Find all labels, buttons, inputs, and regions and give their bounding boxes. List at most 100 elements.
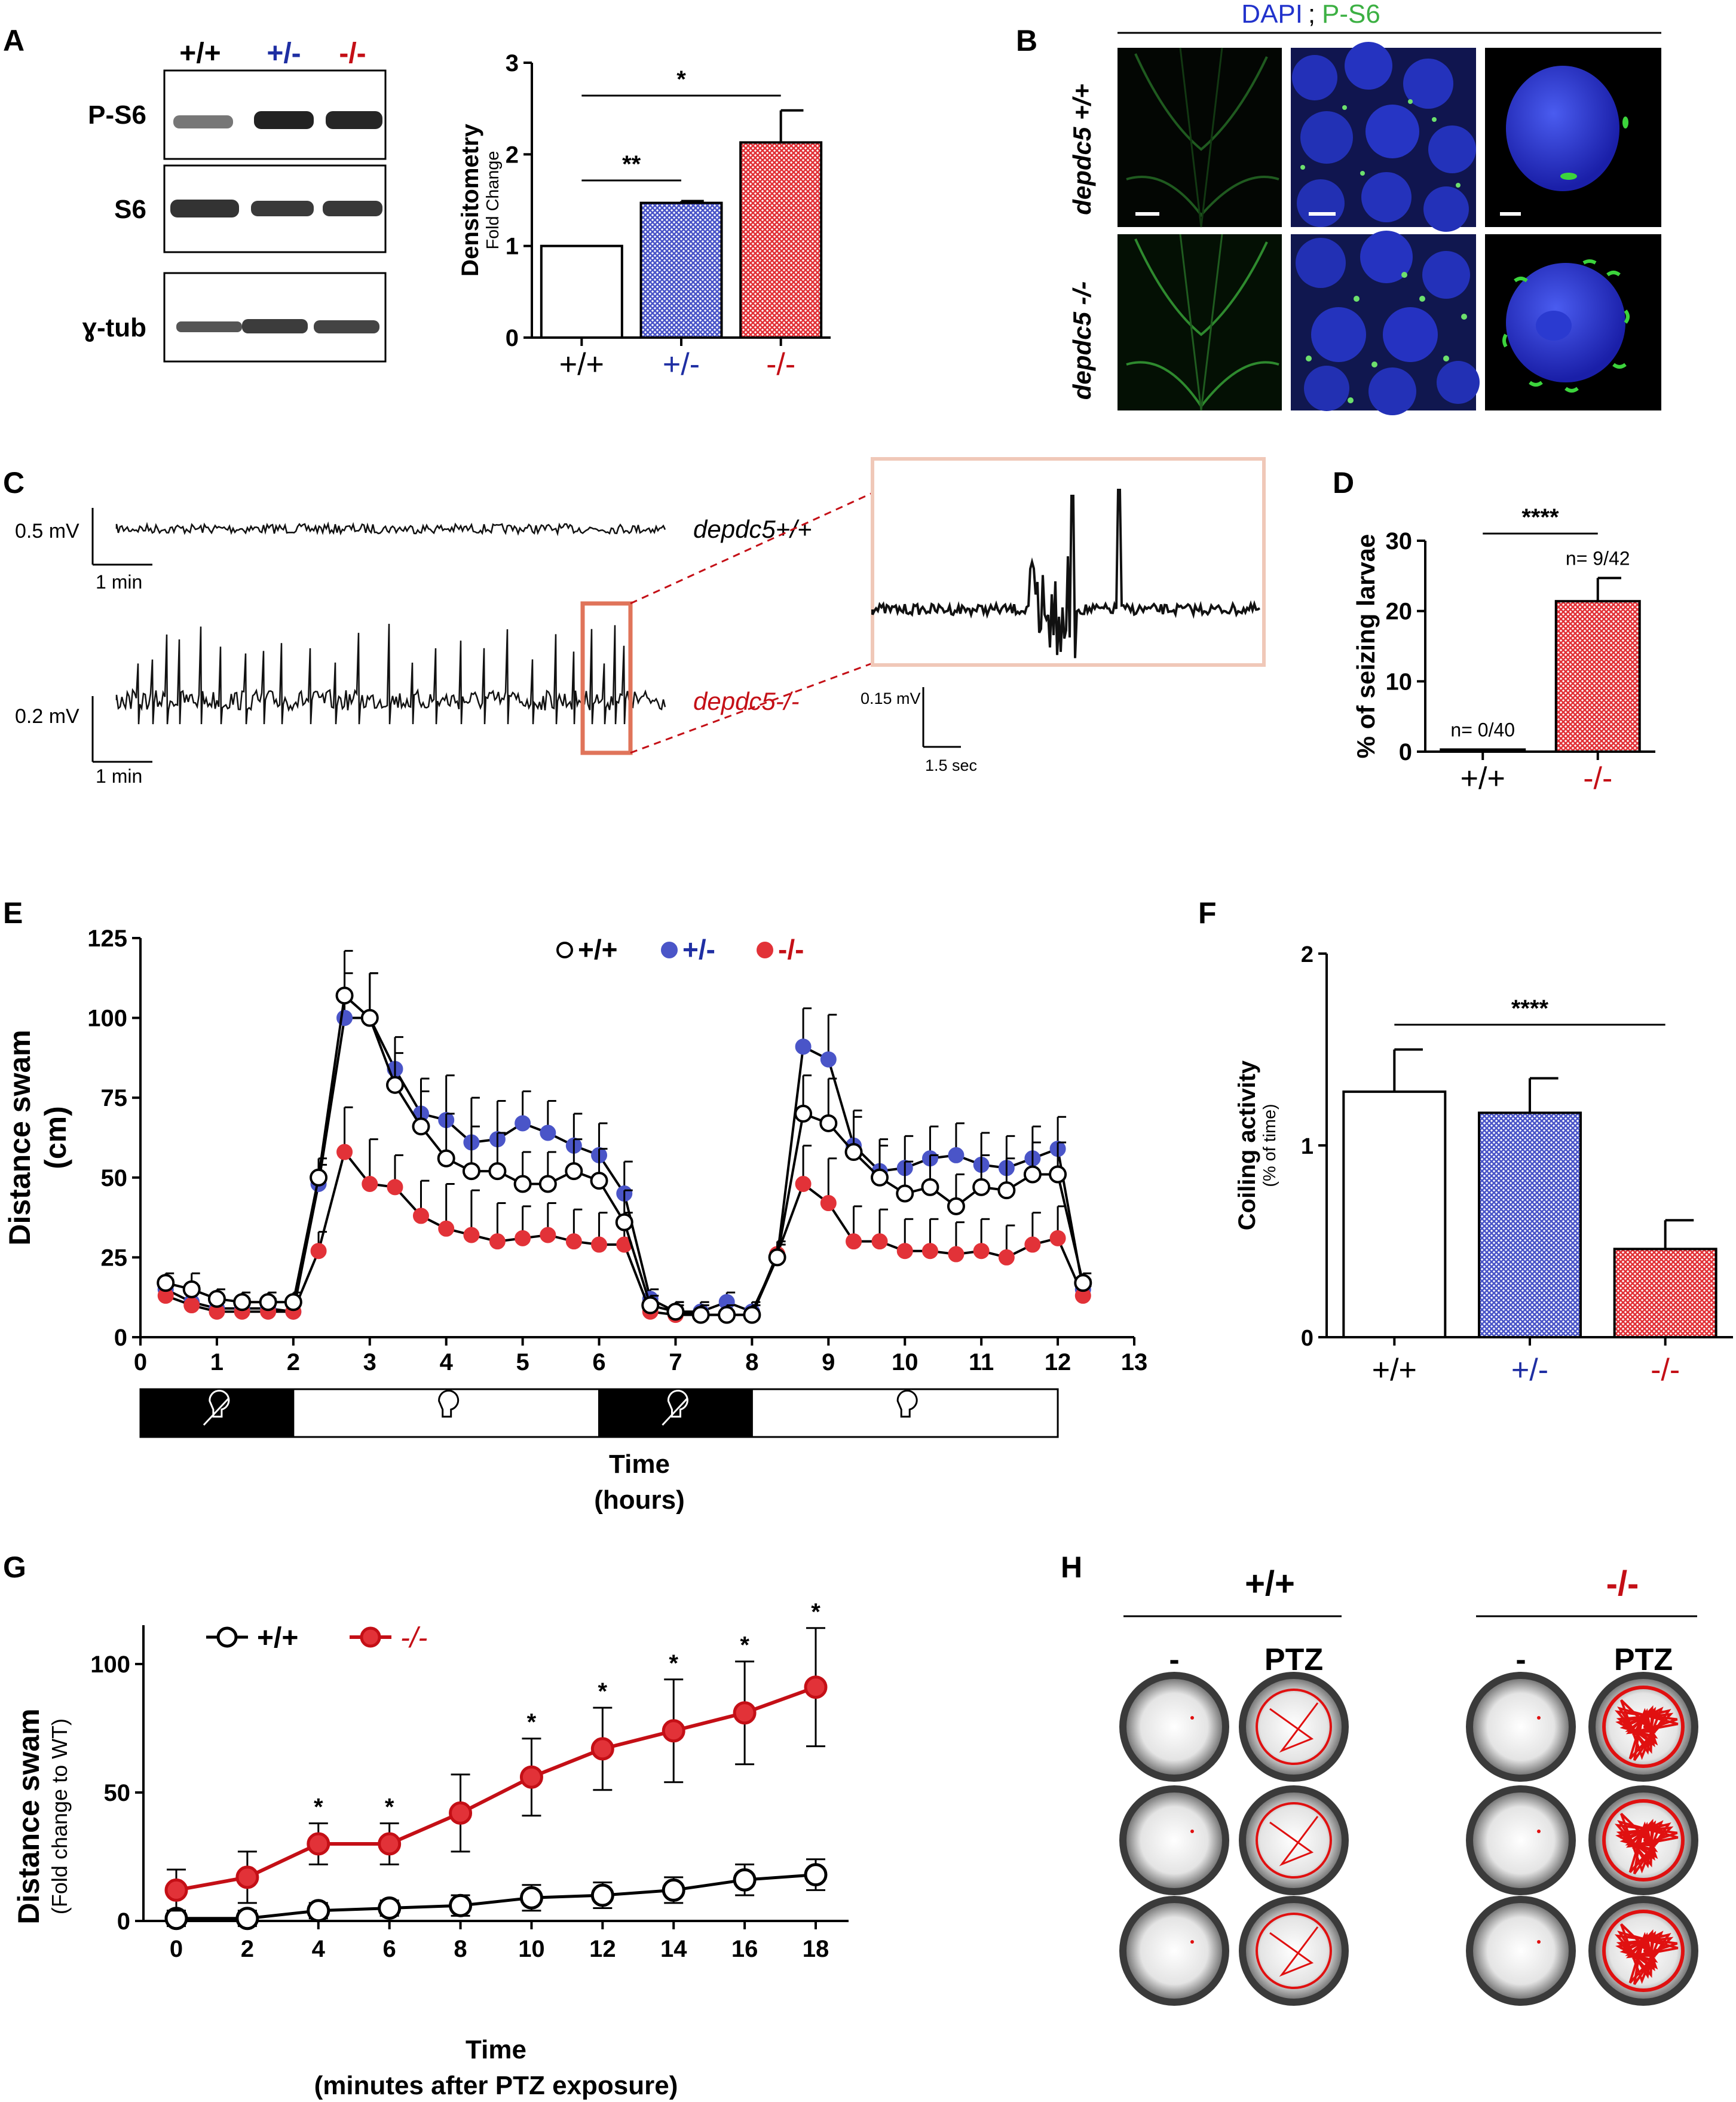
panel-letter-a: A	[3, 24, 25, 57]
tracking-path	[1269, 1702, 1319, 1753]
y-tick-label: 50	[104, 1780, 131, 1806]
tracking-path	[1614, 1699, 1679, 1761]
data-point	[259, 1293, 277, 1312]
bar	[1613, 1248, 1717, 1339]
data-point	[871, 1233, 888, 1250]
y-tick-label: 20	[1386, 599, 1413, 625]
blot-box-tub	[163, 272, 387, 363]
legend-marker-wt	[216, 1626, 238, 1648]
x-axis-sublabel: (minutes after PTZ exposure)	[314, 2071, 678, 2100]
row-label-ko: depdc5 -/-	[1068, 281, 1096, 400]
y-axis-label: Distance swam	[12, 1708, 45, 1924]
data-point	[449, 1801, 473, 1825]
data-point	[615, 1213, 633, 1231]
data-point	[998, 1249, 1015, 1266]
inset-scale-label-y: 0.15 mV	[861, 690, 921, 707]
significance-label: *	[676, 66, 686, 93]
data-point	[733, 1868, 757, 1892]
data-point	[412, 1117, 430, 1136]
well	[1473, 1792, 1569, 1888]
panel-f: F 0 1 2 +/+ +/- -/- Coiling activity (% of time…	[1198, 896, 1733, 1387]
data-point	[488, 1162, 507, 1181]
significance-label: ****	[1521, 504, 1559, 531]
light-period	[292, 1388, 601, 1438]
data-point	[590, 1883, 614, 1907]
data-point	[590, 1172, 608, 1190]
data-point	[462, 1162, 480, 1181]
data-point	[921, 1243, 938, 1260]
data-point	[463, 1227, 480, 1243]
tracking-path	[1614, 1923, 1679, 1985]
x-tick-label: 11	[969, 1349, 994, 1375]
series-line-0	[176, 1873, 816, 1920]
trace-ko	[115, 624, 666, 725]
y-tick-label: 3	[506, 50, 519, 76]
tracking-genotype-ko: -/-	[1606, 1564, 1639, 1603]
stain-dapi: DAPI	[1241, 0, 1303, 29]
trace-label-ko: depdc5-/-	[693, 687, 799, 715]
x-tick-label: +/+	[1372, 1353, 1417, 1387]
data-point	[164, 1878, 188, 1902]
band-s6-het	[251, 201, 314, 216]
data-point	[973, 1243, 990, 1260]
legend-label: +/+	[578, 934, 618, 965]
data-point	[565, 1233, 582, 1250]
panel-letter-b: B	[1016, 24, 1037, 57]
micrograph-wt-cells	[1291, 42, 1476, 232]
bar-annotation: n= 9/42	[1566, 547, 1630, 569]
zoom-box	[580, 601, 633, 755]
data-point	[157, 1274, 175, 1292]
data-point	[997, 1181, 1016, 1200]
well	[1126, 1679, 1222, 1775]
data-point	[794, 1104, 813, 1123]
x-tick-label: 6	[592, 1349, 605, 1375]
data-point	[972, 1178, 991, 1196]
bar	[1478, 1111, 1582, 1339]
scale-label-top-x: 1 min	[96, 571, 142, 593]
data-point	[515, 1115, 531, 1132]
micrograph-ko-overview	[1117, 234, 1282, 411]
data-point	[489, 1233, 506, 1250]
legend-marker-ko	[360, 1626, 381, 1648]
band-s6-ko	[323, 201, 382, 216]
tracking-path	[1602, 1686, 1685, 1768]
x-tick-label: 12	[589, 1936, 616, 1962]
micrograph-ko-cells	[1291, 231, 1480, 415]
data-point	[310, 1243, 327, 1260]
y-tick-label: 1	[506, 234, 519, 260]
light-period	[751, 1388, 1059, 1438]
light-on-icon	[438, 1390, 460, 1418]
bar	[639, 201, 723, 339]
tracking-path	[1602, 1799, 1685, 1882]
tracking-path	[1256, 1802, 1332, 1879]
data-point	[733, 1701, 757, 1725]
legend-marker	[757, 942, 773, 958]
tracking-path	[1190, 1940, 1194, 1944]
significance-label: ****	[1511, 995, 1549, 1022]
x-tick-label: -/-	[1583, 761, 1612, 796]
significance-star: *	[740, 1632, 749, 1659]
significance-star: *	[527, 1709, 537, 1736]
x-tick-label: 10	[518, 1936, 545, 1962]
x-tick-label: 10	[892, 1349, 918, 1375]
data-point	[718, 1306, 736, 1324]
x-tick-label: -/-	[766, 347, 795, 382]
data-point	[362, 1175, 378, 1192]
data-point	[921, 1178, 939, 1196]
data-point	[307, 1899, 330, 1923]
well	[1473, 1903, 1569, 1999]
band-tub-ko	[314, 320, 379, 333]
data-point	[515, 1230, 531, 1246]
data-point	[387, 1179, 403, 1196]
x-tick-label: 16	[731, 1936, 758, 1962]
y-axis-label: Densitometry	[457, 123, 483, 276]
data-point	[385, 1075, 404, 1094]
x-tick-label: 0	[170, 1936, 183, 1962]
y-tick-label: 125	[87, 926, 127, 952]
panel-c: C 0.5 mV 1 min depdc5+/+ 0.2 mV 1 min de…	[3, 457, 1266, 787]
data-point	[662, 1878, 685, 1902]
y-tick-label: 100	[87, 1006, 127, 1032]
data-point	[591, 1236, 608, 1253]
tracking-wells	[1119, 1672, 1698, 2006]
